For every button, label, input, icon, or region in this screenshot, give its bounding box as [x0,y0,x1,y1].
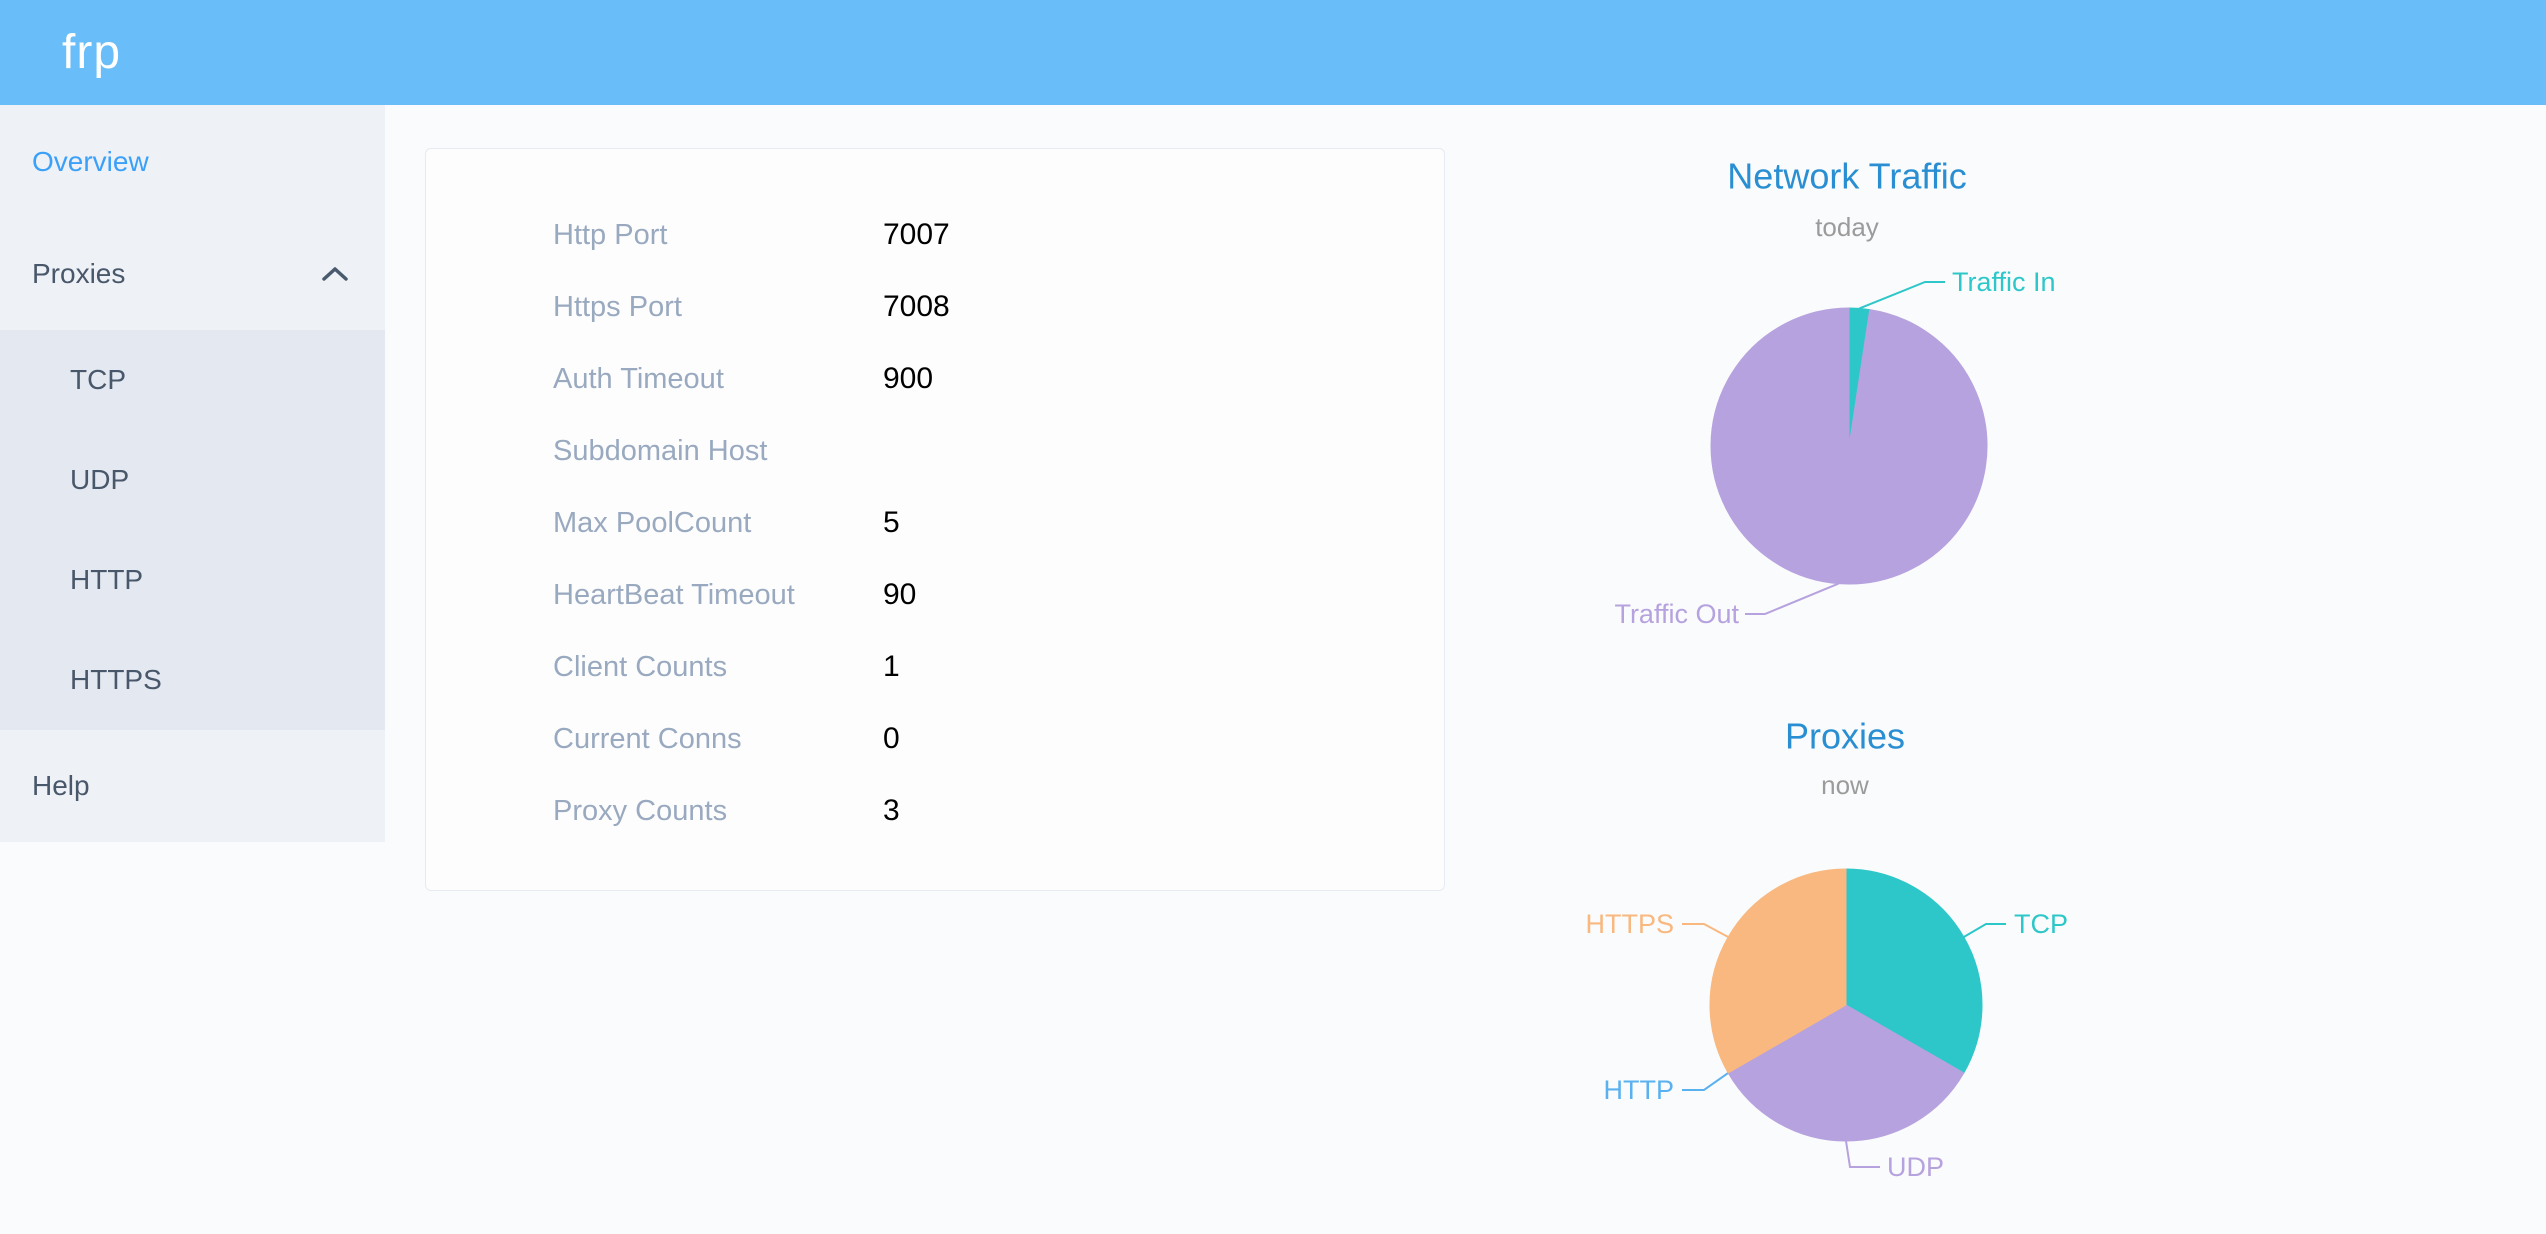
pie-leader-traffic-in [1859,281,1945,310]
pie-label-http: HTTP [1604,1075,1675,1105]
pie-label-udp: UDP [1887,1152,1944,1182]
info-label: Proxy Counts [553,794,728,827]
pie-label-traffic-out: Traffic Out [1614,599,1739,629]
info-label: Subdomain Host [553,434,768,467]
proxies-pie-chart: Proxies now TCP UDP HTTP HTTPS [1585,716,2068,1183]
sidebar-item-help[interactable]: Help [32,770,90,801]
info-row-proxy-counts: Proxy Counts 3 [426,775,1444,847]
info-label: Current Conns [553,722,742,755]
chart-title-proxies: Proxies [1785,716,1905,757]
info-row-max-poolcount: Max PoolCount 5 [426,487,1444,559]
pie-label-https: HTTPS [1585,909,1674,939]
info-value: 90 [883,578,917,611]
info-value: 7008 [883,290,950,323]
network-traffic-pie-chart: Network Traffic today Traffic In Traffic… [1614,156,2055,630]
app-logo: frp [62,26,122,79]
info-value: 1 [883,650,900,683]
proxies-submenu: TCP UDP HTTP HTTPS [0,330,385,730]
pie-label-traffic-in: Traffic In [1952,267,2056,297]
info-label: Http Port [553,218,668,251]
server-info-card: Http Port 7007 Https Port 7008 Auth Time… [425,148,1445,891]
info-row-current-conns: Current Conns 0 [426,703,1444,775]
pie-leader-udp [1845,1140,1880,1168]
sidebar-item-proxies[interactable]: Proxies [0,218,385,330]
info-row-auth-timeout: Auth Timeout 900 [426,343,1444,415]
info-value: 7007 [883,218,950,251]
sidebar-item-proxies-label: Proxies [32,258,126,289]
sidebar-item-https[interactable]: HTTPS [70,664,162,695]
info-row-https-port: Https Port 7008 [426,271,1444,343]
pie-leader-traffic-out [1745,582,1839,615]
sidebar-menu: Overview Proxies TCP UDP HTTP HTTPS Help [0,105,385,842]
pie-slice-traffic-out[interactable] [1710,307,1988,585]
charts-panel: Network Traffic today Traffic In Traffic… [1585,156,2068,1183]
chevron-up-icon [322,267,348,281]
info-label: Auth Timeout [553,362,724,395]
proxies-pie [1682,868,2006,1168]
info-label: Https Port [553,290,682,323]
sidebar-item-tcp[interactable]: TCP [70,364,126,395]
info-label: Client Counts [553,650,728,683]
info-value: 900 [883,362,934,395]
pie-leader-http [1682,1072,1729,1091]
info-row-subdomain-host: Subdomain Host [426,415,1444,487]
info-value: 3 [883,794,900,827]
sidebar: Overview Proxies TCP UDP HTTP HTTPS Help [0,105,385,1234]
app-header: frp [0,0,2546,105]
info-label: Max PoolCount [553,506,752,539]
info-row-client-counts: Client Counts 1 [426,631,1444,703]
chart-title-network-traffic: Network Traffic [1727,156,1966,197]
sidebar-item-udp[interactable]: UDP [70,464,130,495]
sidebar-item-overview[interactable]: Overview [32,145,149,177]
sidebar-item-http[interactable]: HTTP [70,564,144,595]
info-label: HeartBeat Timeout [553,578,795,611]
info-row-http-port: Http Port 7007 [426,199,1444,271]
info-row-heartbeat-timeout: HeartBeat Timeout 90 [426,559,1444,631]
pie-label-tcp: TCP [2014,909,2068,939]
network-traffic-pie [1710,281,1988,615]
pie-leader-tcp [1963,923,2006,938]
pie-leader-https [1682,923,1729,938]
info-value: 5 [883,506,900,539]
chart-subtitle-now: now [1821,770,1869,800]
chart-subtitle-today: today [1815,212,1879,242]
info-value: 0 [883,722,900,755]
